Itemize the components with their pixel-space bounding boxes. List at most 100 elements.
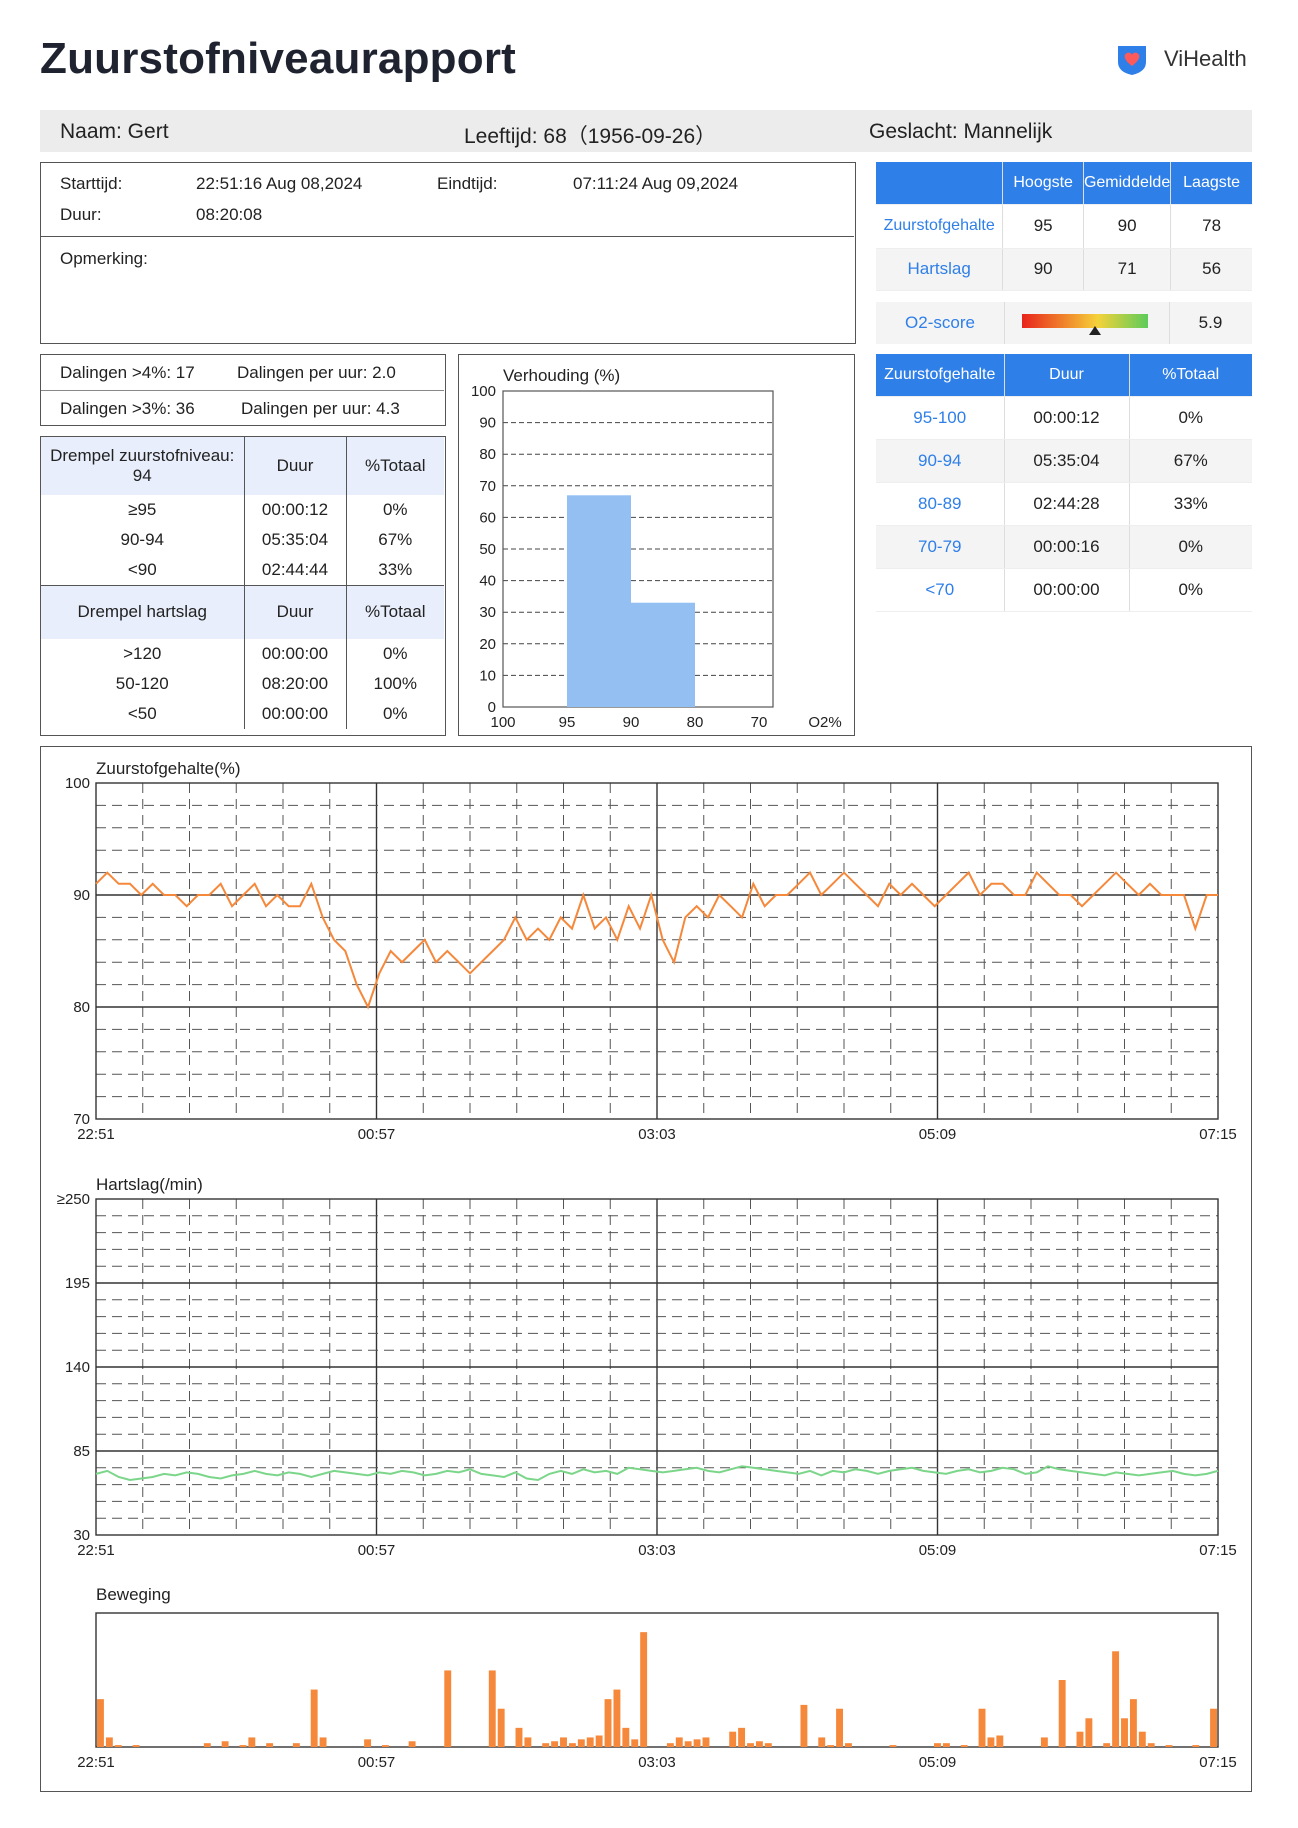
y-tick-label: 10 xyxy=(479,667,496,684)
motion-bar xyxy=(675,1737,683,1747)
motion-bar xyxy=(747,1743,754,1747)
histogram-bar xyxy=(567,495,631,707)
motion-bar xyxy=(524,1737,532,1747)
range-cell: 50-120 xyxy=(41,669,245,699)
drops-4-rate: Dalingen per uur: 2.0 xyxy=(237,363,396,382)
motion-bar xyxy=(845,1743,852,1747)
table-row: >120 00:00:00 0% xyxy=(41,639,444,669)
motion-bar xyxy=(1147,1743,1155,1747)
x-tick-label: 07:15 xyxy=(1199,1126,1237,1143)
motion-bar xyxy=(1076,1731,1084,1747)
range-cell: <70 xyxy=(876,568,1005,612)
motion-bar xyxy=(729,1731,737,1747)
header-cell: Duur xyxy=(1004,354,1130,397)
motion-bar xyxy=(551,1741,559,1747)
duration-label: Duur: xyxy=(60,205,102,224)
x-tick-label: 95 xyxy=(559,714,576,731)
motion-bar xyxy=(684,1741,692,1747)
value-cell: 95 xyxy=(1002,204,1084,249)
x-tick-label: 05:09 xyxy=(919,1126,957,1143)
motion-bar xyxy=(1129,1699,1137,1747)
motion-bar xyxy=(666,1743,674,1747)
session-info-box: Starttijd: 22:51:16 Aug 08,2024 Eindtijd… xyxy=(40,162,856,344)
motion-bar xyxy=(622,1727,630,1747)
y-tick-label: 100 xyxy=(65,775,90,792)
x-tick-label: 22:51 xyxy=(77,1542,115,1559)
threshold-table: Drempel zuurstofniveau: 94 Duur %Totaal … xyxy=(41,437,444,729)
range-cell: <50 xyxy=(41,699,245,729)
y-tick-label: 60 xyxy=(479,509,496,526)
motion-bar xyxy=(114,1745,122,1747)
o2-score-gauge xyxy=(1022,314,1148,328)
x-tick-label: 07:15 xyxy=(1199,1542,1237,1559)
motion-bar xyxy=(1121,1718,1128,1747)
x-tick-label: 80 xyxy=(687,714,704,731)
motion-bar xyxy=(942,1743,950,1747)
percent-cell: 0% xyxy=(382,704,408,723)
duration-cell: 00:00:00 xyxy=(244,699,347,729)
motion-bar xyxy=(818,1737,826,1747)
x-tick-label: 03:03 xyxy=(638,1754,676,1771)
motion-bar xyxy=(595,1735,603,1747)
o2-threshold-header: Drempel zuurstofniveau: 94 Duur %Totaal xyxy=(41,437,444,495)
percent-cell: 33% xyxy=(378,559,413,579)
header-cell: Gemiddelde xyxy=(1083,162,1172,205)
report-title: Zuurstofniveaurapport xyxy=(40,34,516,83)
x-tick-label: 00:57 xyxy=(358,1126,396,1143)
start-label: Starttijd: xyxy=(60,174,123,193)
motion-bar xyxy=(105,1737,113,1747)
end-value: 07:11:24 Aug 09,2024 xyxy=(573,174,739,193)
motion-bar xyxy=(203,1743,211,1747)
threshold-box: Drempel zuurstofniveau: 94 Duur %Totaal … xyxy=(40,436,446,736)
duration-value: 08:20:08 xyxy=(196,205,263,224)
table-row: 50-120 08:20:00 100% xyxy=(41,669,444,699)
motion-bar xyxy=(1165,1745,1173,1747)
header-cell: Zuurstofgehalte xyxy=(876,354,1005,397)
drops-3-label: Dalingen >3%: 36 xyxy=(60,399,195,418)
duration-cell: 00:00:12 xyxy=(244,495,347,525)
percent-cell: 33% xyxy=(1129,482,1252,526)
x-tick-label: 05:09 xyxy=(919,1542,957,1559)
range-cell: 70-79 xyxy=(876,525,1005,569)
motion-bar xyxy=(408,1741,416,1747)
motion-bar xyxy=(97,1699,104,1747)
end-label: Eindtijd: xyxy=(437,174,498,193)
motion-bar xyxy=(1138,1731,1146,1747)
duration-cell: 00:00:00 xyxy=(1004,568,1130,612)
range-cell: 90-94 xyxy=(41,525,245,555)
motion-bar xyxy=(1210,1708,1217,1747)
table-row: <50 00:00:00 0% xyxy=(41,699,444,729)
y-tick-label: 140 xyxy=(65,1359,90,1376)
motion-bar xyxy=(764,1743,772,1747)
motion-bar xyxy=(1103,1743,1111,1747)
duration-cell: 02:44:44 xyxy=(244,555,347,585)
table-row: 90-94 05:35:04 67% xyxy=(41,525,444,555)
y-tick-label: ≥250 xyxy=(57,1191,90,1208)
motion-bar xyxy=(1058,1680,1066,1747)
row-label: Zuurstofgehalte xyxy=(876,204,1004,249)
range-cell: <90 xyxy=(41,555,245,585)
patient-age: Leeftijd: 68（1956-09-26） xyxy=(464,125,717,148)
col-duration: Duur xyxy=(244,584,347,639)
histogram-bar xyxy=(631,602,695,707)
header-cell xyxy=(876,162,1004,205)
motion-bar xyxy=(497,1708,505,1747)
percent-cell: 0% xyxy=(1129,525,1252,569)
divider xyxy=(1169,302,1170,344)
col-percent: %Totaal xyxy=(346,584,444,639)
y-tick-label: 100 xyxy=(471,383,496,400)
y-tick-label: 90 xyxy=(73,887,90,904)
patient-gender: Geslacht: Mannelijk xyxy=(869,120,1053,143)
y-tick-label: 195 xyxy=(65,1275,90,1292)
heart-rate-series-line xyxy=(95,1465,1219,1482)
drops-4-label: Dalingen >4%: 17 xyxy=(60,363,195,382)
value-cell: 90 xyxy=(1083,204,1172,249)
col-duration: Duur xyxy=(244,437,347,495)
motion-bar xyxy=(978,1708,986,1747)
table-row: 70-79 00:00:16 0% xyxy=(876,525,1252,569)
drops-3-rate: Dalingen per uur: 4.3 xyxy=(241,399,400,418)
y-tick-label: 80 xyxy=(479,446,496,463)
hr-threshold-header: Drempel hartslag Duur %Totaal xyxy=(41,584,444,639)
percent-cell: 67% xyxy=(1129,439,1252,483)
remark-label: Opmerking: xyxy=(60,249,148,268)
